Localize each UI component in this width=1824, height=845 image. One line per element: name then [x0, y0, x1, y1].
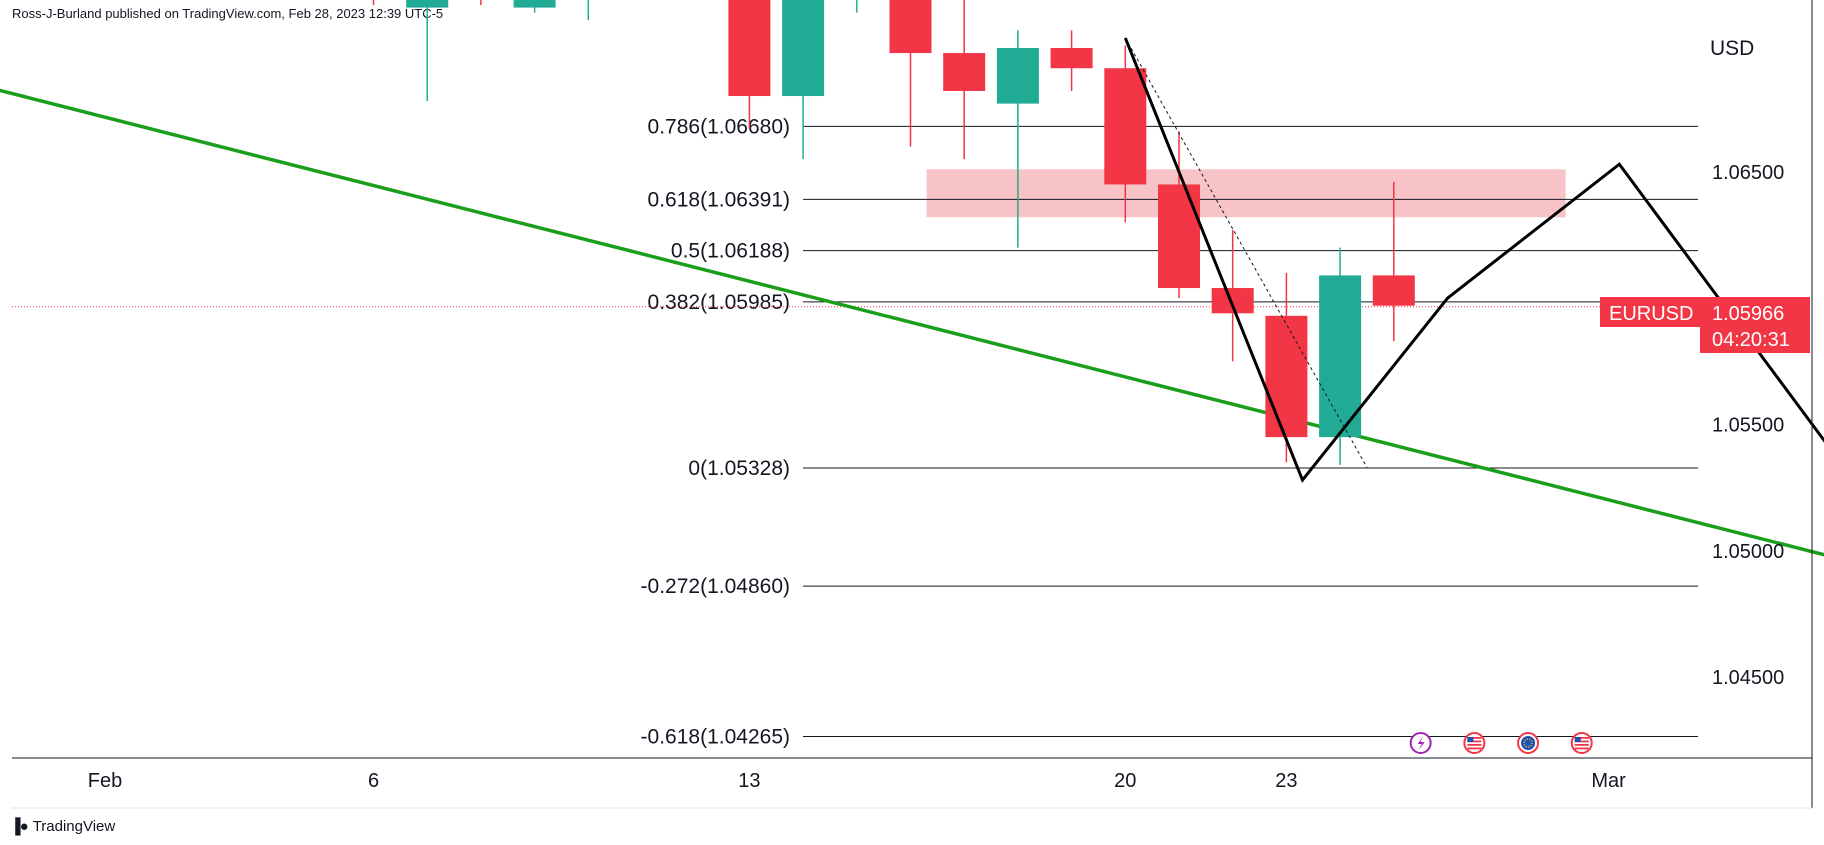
eu-flag-icon-stars — [1523, 738, 1533, 748]
symbol-badge-label: EURUSD — [1609, 303, 1693, 325]
fib-anchor-line — [1124, 37, 1368, 468]
symbol-badge — [1600, 297, 1700, 327]
us-flag-icon-stripe — [1574, 747, 1589, 750]
x-tick-label: 20 — [1114, 770, 1136, 792]
price-badge: EURUSD 1.05966 04:20:31 — [1600, 297, 1810, 353]
resistance-zone-layer — [926, 169, 1566, 218]
candle-body — [1372, 275, 1415, 306]
resistance-zone — [926, 169, 1566, 218]
y-axis-ticks: 1.06500 1.05500 1.05000 1.04500 — [1712, 162, 1784, 689]
us-flag-icon-stripe — [1574, 744, 1589, 746]
footer-brand: ▐● TradingView — [10, 818, 115, 835]
us-flag-icon-stripe — [1574, 740, 1589, 743]
countdown-label: 04:20:31 — [1712, 329, 1790, 351]
us-flag-icon-stripe — [1467, 737, 1482, 739]
x-tick-label: 6 — [368, 770, 379, 792]
fib-level-label: 0.786(1.06680) — [648, 115, 790, 138]
candle-body — [782, 0, 825, 97]
us-flag-icon-stripe — [1467, 740, 1482, 743]
fib-level-label: 0.618(1.06391) — [648, 188, 790, 211]
candle-body — [728, 0, 771, 97]
projection-layer — [1123, 37, 1824, 484]
x-tick-label: Feb — [88, 770, 122, 792]
x-tick-label: Mar — [1591, 770, 1626, 792]
eu-flag-icon[interactable] — [1517, 732, 1540, 754]
candle-body — [1265, 315, 1308, 438]
candle-body — [1158, 184, 1200, 289]
candle-body — [1104, 68, 1147, 185]
currency-label: USD — [1710, 37, 1754, 60]
attribution-header: Ross-J-Burland published on TradingView.… — [12, 6, 444, 21]
us-flag-icon-ring — [1570, 732, 1593, 754]
x-axis-ticks: Feb6132023Mar613 — [88, 770, 1626, 792]
fib-level-label: 0(1.05328) — [688, 457, 790, 480]
candlestick-series — [372, 0, 1415, 465]
last-price-label: 1.05966 — [1712, 303, 1784, 325]
x-tick-label: 23 — [1275, 770, 1297, 792]
y-tick-label: 1.05500 — [1712, 414, 1784, 436]
candle-body — [943, 53, 986, 91]
fib-level-label: 0.5(1.06188) — [671, 240, 790, 263]
economic-events[interactable] — [1409, 732, 1593, 754]
candle-body — [406, 0, 449, 8]
candle-body — [1050, 48, 1093, 69]
y-tick-label: 1.05000 — [1712, 541, 1784, 563]
us-flag-icon-canton — [1574, 737, 1581, 742]
us-flag-icon-canton — [1467, 737, 1474, 742]
trendline-layer — [0, 88, 1824, 557]
footer-brand-label: TradingView — [32, 818, 116, 835]
fib-level-label: -0.272(1.04860) — [641, 575, 790, 598]
eu-flag-icon-field — [1521, 736, 1536, 750]
x-tick-label: 13 — [738, 770, 760, 792]
y-tick-label: 1.04500 — [1712, 667, 1784, 689]
lightning-icon-bolt — [1417, 737, 1425, 750]
candle-body — [1319, 275, 1362, 438]
axes: USD — [12, 0, 1813, 809]
candle-body — [513, 0, 556, 8]
lightning-icon[interactable] — [1409, 732, 1432, 754]
fib-level-label: 0.382(1.05985) — [648, 291, 790, 314]
us-flag-icon-ring — [1463, 732, 1486, 754]
y-tick-label: 1.06500 — [1712, 162, 1784, 184]
tradingview-logo-icon: ▐● — [10, 818, 29, 835]
us-flag-icon-stripe — [1574, 737, 1589, 739]
projection-path — [1123, 37, 1824, 484]
last-price-badge — [1700, 297, 1810, 353]
us-flag-icon[interactable] — [1570, 732, 1593, 754]
candle-body — [996, 48, 1039, 104]
us-flag-icon[interactable] — [1463, 732, 1486, 754]
downtrend-line — [0, 88, 1824, 557]
us-flag-icon-stripe — [1467, 744, 1482, 746]
us-flag-icon-stripe — [1467, 747, 1482, 750]
candle-body — [889, 0, 932, 54]
fib-level-label: -0.618(1.04265) — [641, 726, 790, 749]
